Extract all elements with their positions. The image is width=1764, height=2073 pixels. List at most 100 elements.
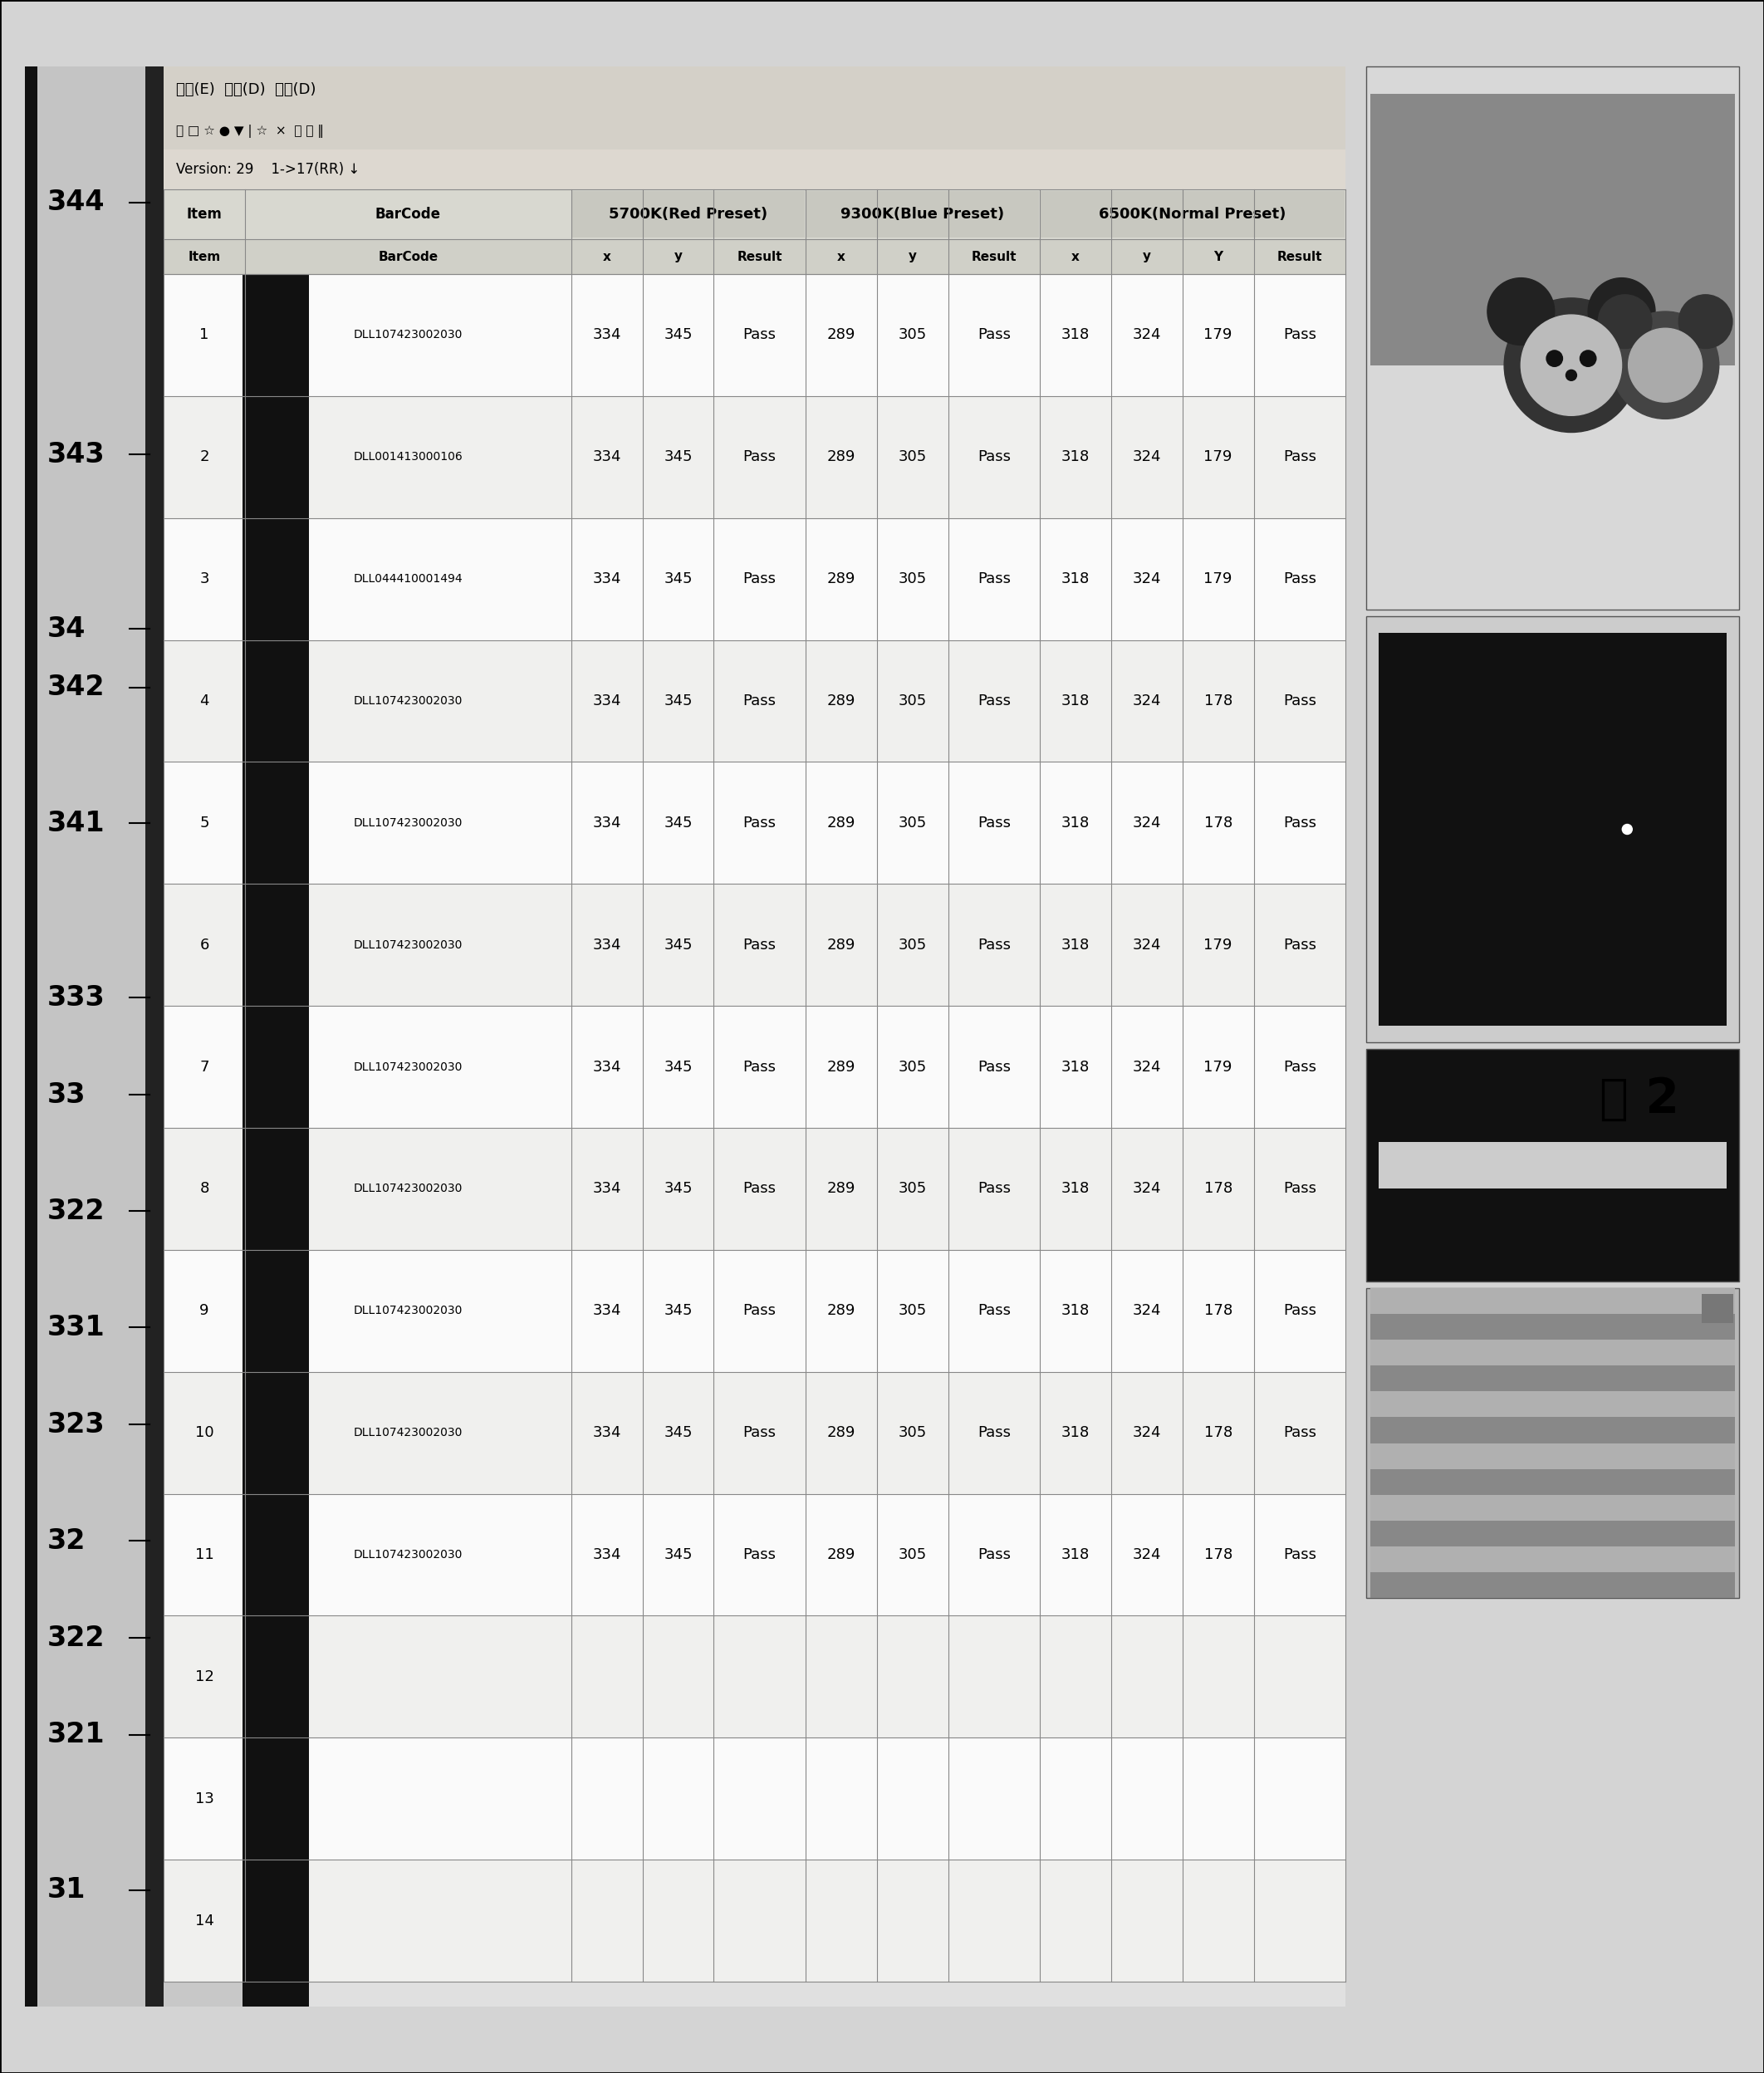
Text: 343: 343 (48, 442, 104, 468)
Text: 345: 345 (663, 1182, 693, 1196)
Text: 305: 305 (898, 1182, 926, 1196)
Text: 32: 32 (48, 1528, 85, 1555)
Text: 345: 345 (663, 450, 693, 464)
Text: 289: 289 (827, 937, 856, 952)
Text: 289: 289 (827, 1182, 856, 1196)
Bar (164, 1615, 1346, 1737)
Text: 318: 318 (1062, 815, 1090, 831)
Text: 13: 13 (194, 1791, 213, 1806)
Circle shape (1581, 350, 1596, 367)
Text: DLL107423002030: DLL107423002030 (353, 1426, 462, 1439)
Text: Pass: Pass (1282, 1426, 1316, 1441)
Text: 342: 342 (48, 674, 104, 701)
Text: 334: 334 (593, 328, 621, 342)
Bar (164, 238, 1346, 274)
Text: Pass: Pass (743, 937, 776, 952)
Bar (145, 66, 164, 2007)
Text: DLL107423002030: DLL107423002030 (353, 939, 462, 952)
Text: 179: 179 (1203, 328, 1233, 342)
Text: Pass: Pass (1282, 1304, 1316, 1318)
Bar (1379, 632, 1727, 1026)
Circle shape (1588, 278, 1655, 344)
Text: Pass: Pass (743, 694, 776, 709)
Text: 289: 289 (827, 328, 856, 342)
Text: 324: 324 (1132, 1546, 1161, 1563)
Text: 178: 178 (1203, 1182, 1233, 1196)
Text: DLL001413000106: DLL001413000106 (353, 452, 462, 462)
Text: 323: 323 (48, 1412, 104, 1439)
Text: 324: 324 (1132, 1304, 1161, 1318)
Bar (1365, 1287, 1739, 1598)
Text: Pass: Pass (743, 572, 776, 587)
Text: 334: 334 (593, 937, 621, 952)
Text: 305: 305 (898, 694, 926, 709)
Text: DLL107423002030: DLL107423002030 (353, 694, 462, 707)
Text: Pass: Pass (1282, 450, 1316, 464)
Bar (1371, 1391, 1736, 1418)
Text: Pass: Pass (977, 1426, 1011, 1441)
Text: DLL107423002030: DLL107423002030 (353, 817, 462, 829)
Text: 31: 31 (48, 1876, 85, 1903)
Bar (164, 112, 1346, 149)
Text: 324: 324 (1132, 815, 1161, 831)
Bar (572, 191, 804, 238)
Text: 324: 324 (1132, 1182, 1161, 1196)
Bar (164, 1372, 1346, 1495)
Text: Version: 29    1->17(RR) ↓: Version: 29 1->17(RR) ↓ (176, 162, 360, 176)
Text: 5: 5 (199, 815, 210, 831)
Text: 11: 11 (194, 1546, 213, 1563)
Bar (164, 66, 1346, 2007)
Text: 345: 345 (663, 1304, 693, 1318)
Text: Pass: Pass (743, 450, 776, 464)
Text: 324: 324 (1132, 1059, 1161, 1074)
Text: 179: 179 (1203, 450, 1233, 464)
Text: 1: 1 (199, 328, 210, 342)
Text: Pass: Pass (977, 1304, 1011, 1318)
Bar (164, 1250, 1346, 1372)
Bar (1371, 1495, 1736, 1520)
Text: 33: 33 (48, 1080, 85, 1109)
Text: 14: 14 (194, 1913, 213, 1928)
Text: 345: 345 (663, 1546, 693, 1563)
Bar (25, 66, 37, 2007)
Bar (164, 1495, 1346, 1615)
Text: 178: 178 (1203, 1426, 1233, 1441)
Bar (164, 1005, 1346, 1128)
Text: 341: 341 (48, 808, 104, 837)
Text: 345: 345 (663, 328, 693, 342)
Text: 318: 318 (1062, 328, 1090, 342)
Text: y: y (908, 251, 917, 263)
Text: 菜单(E)  编辑(D)  数据(D): 菜单(E) 编辑(D) 数据(D) (176, 81, 316, 97)
Text: 178: 178 (1203, 1304, 1233, 1318)
Text: 179: 179 (1203, 937, 1233, 952)
Text: 179: 179 (1203, 1059, 1233, 1074)
Text: Pass: Pass (977, 328, 1011, 342)
Text: 321: 321 (48, 1721, 104, 1750)
Circle shape (1487, 278, 1554, 344)
Text: 178: 178 (1203, 694, 1233, 709)
Bar (1371, 1546, 1736, 1571)
Text: 305: 305 (898, 1059, 926, 1074)
Text: Pass: Pass (977, 815, 1011, 831)
Text: 324: 324 (1132, 450, 1161, 464)
Text: 4: 4 (199, 694, 210, 709)
Text: Pass: Pass (1282, 572, 1316, 587)
Text: 324: 324 (1132, 1426, 1161, 1441)
Bar (242, 66, 309, 2007)
Text: Pass: Pass (743, 1426, 776, 1441)
Bar (164, 1859, 1346, 1982)
Text: 331: 331 (48, 1314, 104, 1341)
Text: 12: 12 (194, 1669, 213, 1683)
Text: Pass: Pass (743, 1546, 776, 1563)
Text: Pass: Pass (977, 572, 1011, 587)
Text: 324: 324 (1132, 694, 1161, 709)
Text: 289: 289 (827, 1059, 856, 1074)
Bar (164, 274, 1346, 396)
Text: 3: 3 (199, 572, 210, 587)
Text: 318: 318 (1062, 1304, 1090, 1318)
Text: 318: 318 (1062, 1546, 1090, 1563)
Circle shape (1623, 825, 1632, 833)
Text: x: x (1071, 251, 1080, 263)
Bar (164, 66, 1346, 112)
Text: 289: 289 (827, 1304, 856, 1318)
